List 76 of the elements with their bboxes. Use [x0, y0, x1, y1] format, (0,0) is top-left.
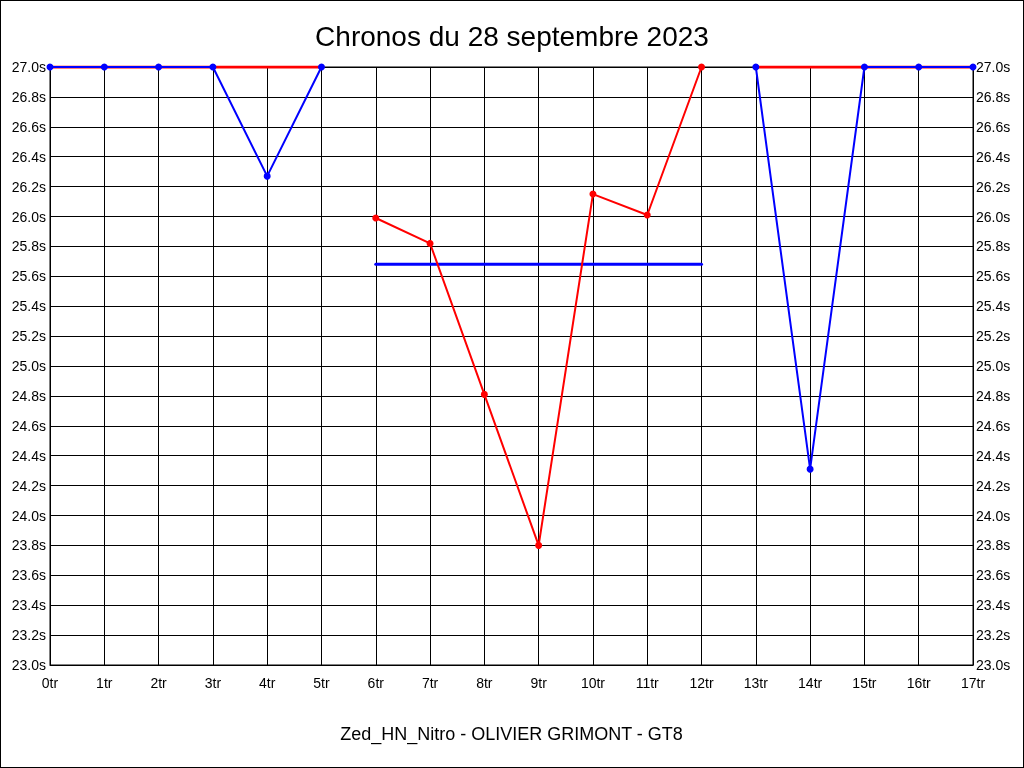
- x-tick-label: 11tr: [635, 675, 660, 691]
- x-tick-label: 5tr: [313, 675, 330, 691]
- point: [100, 63, 108, 71]
- y-tick-label: 26.8s: [11, 88, 46, 105]
- chart-title: Chronos du 28 septembre 2023: [315, 20, 709, 52]
- x-tick-label: 8tr: [476, 675, 493, 691]
- y-tick-label: 26.4s: [11, 148, 46, 165]
- y-tick-label: 25.2s: [11, 328, 46, 345]
- point: [426, 239, 434, 247]
- y2-tick-label: 26.2s: [976, 178, 1011, 195]
- point: [860, 63, 868, 71]
- y2-tick-label: 24.2s: [976, 477, 1011, 494]
- y-tick-label: 23.4s: [11, 597, 46, 614]
- x-tick-label: 14tr: [798, 675, 823, 691]
- y2-tick-label: 25.0s: [976, 358, 1011, 374]
- y-tick-label: 23.8s: [11, 537, 46, 554]
- y2-tick-label: 23.8s: [976, 537, 1011, 554]
- y2-tick-label: 26.8s: [976, 88, 1011, 105]
- x-tick-label: 12tr: [689, 675, 714, 691]
- y-tick-label: 25.6s: [11, 268, 46, 285]
- y2-tick-label: 24.0s: [976, 507, 1011, 524]
- y-tick-label: 23.0s: [11, 657, 46, 673]
- y-tick-label: 24.8s: [11, 387, 46, 404]
- point: [480, 390, 488, 398]
- point: [317, 63, 325, 71]
- x-tick-label: 17tr: [960, 675, 986, 691]
- y2-tick-label: 25.2s: [976, 328, 1011, 345]
- x-tick-label: 9tr: [530, 675, 548, 691]
- point: [806, 465, 814, 473]
- y-tick-label: 23.2s: [11, 627, 46, 644]
- x-axis-title: Zed_HN_Nitro - OLIVIER GRIMONT - GT8: [340, 724, 683, 745]
- y-tick-label: 27.0s: [11, 59, 46, 75]
- y2-tick-label: 26.0s: [976, 208, 1011, 225]
- y-tick-label: 24.0s: [11, 507, 46, 524]
- y-tick-label: 24.4s: [11, 447, 46, 464]
- x-tick-label: 13tr: [743, 675, 769, 691]
- y-tick-label: 26.6s: [11, 118, 46, 135]
- x-tick-label: 7tr: [421, 675, 439, 691]
- x-tick-label: 3tr: [204, 675, 222, 691]
- x-tick-label: 6tr: [367, 675, 385, 691]
- y2-tick-label: 23.0s: [976, 657, 1011, 673]
- y2-tick-label: 25.4s: [976, 298, 1011, 315]
- point: [915, 63, 923, 71]
- point: [263, 172, 271, 180]
- y-tick-label: 26.0s: [11, 208, 46, 225]
- point: [752, 63, 760, 71]
- y2-tick-label: 25.6s: [976, 268, 1011, 285]
- y-tick-label: 25.4s: [11, 298, 46, 315]
- point: [155, 63, 163, 71]
- point: [372, 214, 380, 222]
- y-tick-label: 24.2s: [11, 477, 46, 494]
- y-tick-label: 25.8s: [11, 238, 46, 255]
- x-tick-label: 15tr: [852, 675, 877, 691]
- y2-tick-label: 27.0s: [976, 59, 1011, 75]
- y2-tick-label: 23.2s: [976, 627, 1011, 644]
- y-tick-label: 25.0s: [11, 358, 46, 374]
- y2-tick-label: 23.4s: [976, 597, 1011, 614]
- y2-tick-label: 24.8s: [976, 387, 1011, 404]
- y-tick-label: 24.6s: [11, 417, 46, 434]
- x-tick-label: 16tr: [906, 675, 932, 691]
- y2-tick-label: 23.6s: [976, 567, 1011, 584]
- x-tick-label: 4tr: [259, 675, 276, 691]
- x-tick-label: 2tr: [150, 675, 168, 691]
- y-tick-label: 23.6s: [11, 567, 46, 584]
- y2-tick-label: 24.6s: [976, 417, 1011, 434]
- y2-tick-label: 24.4s: [976, 447, 1011, 464]
- y2-tick-label: 26.4s: [976, 148, 1011, 165]
- point: [698, 63, 706, 71]
- x-tick-label: 10tr: [580, 675, 606, 691]
- point: [535, 541, 543, 549]
- y-tick-label: 26.2s: [11, 178, 46, 195]
- point: [643, 211, 651, 219]
- x-tick-label: 0tr: [41, 675, 59, 691]
- y2-tick-label: 26.6s: [976, 118, 1011, 135]
- y2-tick-label: 25.8s: [976, 238, 1011, 255]
- x-tick-label: 1tr: [96, 675, 113, 691]
